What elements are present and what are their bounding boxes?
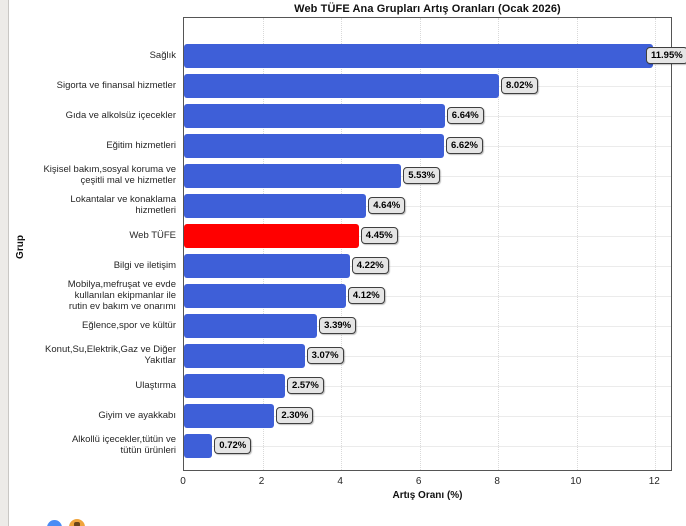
value-label: 2.30%	[276, 407, 314, 424]
value-label: 11.95%	[646, 47, 686, 64]
blue-circle-icon	[47, 520, 62, 526]
bar	[184, 134, 444, 158]
gridline-vertical	[419, 18, 421, 470]
gridline-horizontal	[184, 206, 671, 207]
bar	[184, 74, 499, 98]
category-label: Mobilya,mefruşat ve evde kullanılan ekip…	[67, 278, 176, 312]
x-axis-label: Artış Oranı (%)	[392, 490, 463, 501]
gridline-horizontal	[184, 386, 671, 387]
bar	[184, 284, 346, 308]
gridline-horizontal	[184, 446, 671, 447]
bar	[184, 374, 285, 398]
category-label: Ulaştırma	[135, 379, 176, 391]
category-label: Alkollü içecekler,tütün ve tütün ürünler…	[71, 434, 176, 456]
bar	[184, 254, 350, 278]
gridline-horizontal	[184, 416, 671, 417]
category-label: Sigorta ve finansal hizmetler	[56, 79, 176, 91]
gridline-horizontal	[184, 266, 671, 267]
x-tick-label: 4	[337, 476, 343, 487]
value-label: 6.64%	[446, 107, 484, 124]
gridline-vertical	[576, 18, 578, 470]
window-left-edge	[0, 0, 9, 526]
value-label: 4.12%	[347, 287, 385, 304]
category-label: Konut,Su,Elektrik,Gaz ve Diğer Yakıtlar	[45, 344, 176, 366]
value-label: 5.53%	[403, 167, 441, 184]
value-label: 4.45%	[360, 227, 398, 244]
gridline-vertical	[498, 18, 500, 470]
bar	[184, 194, 367, 218]
value-label: 6.62%	[446, 137, 483, 154]
category-label: Bilgi ve iletişim	[113, 259, 176, 271]
value-label: 8.02%	[501, 77, 538, 94]
value-label: 3.07%	[306, 347, 344, 364]
category-label: Lokantalar ve konaklama hizmetleri	[70, 194, 176, 216]
bar	[184, 164, 402, 188]
gridline-horizontal	[184, 326, 671, 327]
bar	[184, 104, 445, 128]
x-tick-label: 12	[648, 476, 660, 487]
x-tick-label: 0	[180, 476, 186, 487]
x-tick-label: 8	[494, 476, 500, 487]
bar	[184, 404, 275, 428]
bar	[184, 344, 305, 368]
value-label: 2.57%	[286, 377, 324, 394]
chart-title: Web TÜFE Ana Grupları Artış Oranları (Oc…	[294, 3, 561, 15]
category-label: Kişisel bakım,sosyal koruma ve çeşitli m…	[43, 164, 176, 186]
x-tick-label: 10	[570, 476, 582, 487]
bar	[184, 434, 213, 458]
bar	[184, 314, 318, 338]
plot-area	[183, 17, 672, 471]
x-tick-label: 2	[258, 476, 265, 487]
value-label: 4.64%	[368, 197, 406, 214]
x-tick-label: 6	[415, 476, 422, 487]
value-label: 3.39%	[319, 317, 357, 334]
category-label: Eğlence,spor ve kültür	[82, 319, 176, 331]
value-label: 4.22%	[351, 257, 389, 274]
category-label: Web TÜFE	[129, 229, 176, 241]
category-label: Gıda ve alkolsüz içecekler	[65, 109, 176, 121]
bar	[184, 44, 654, 68]
bar-highlight	[184, 224, 359, 248]
value-label: 0.72%	[214, 437, 252, 454]
orange-circle-icon-center	[74, 522, 80, 526]
gridline-horizontal	[184, 296, 671, 297]
category-label: Sağlık	[149, 49, 176, 61]
gridline-horizontal	[184, 236, 671, 237]
category-label: Giyim ve ayakkabı	[98, 409, 176, 421]
category-label: Eğitim hizmetleri	[106, 139, 176, 151]
gridline-vertical	[655, 18, 657, 470]
gridline-horizontal	[184, 356, 671, 357]
